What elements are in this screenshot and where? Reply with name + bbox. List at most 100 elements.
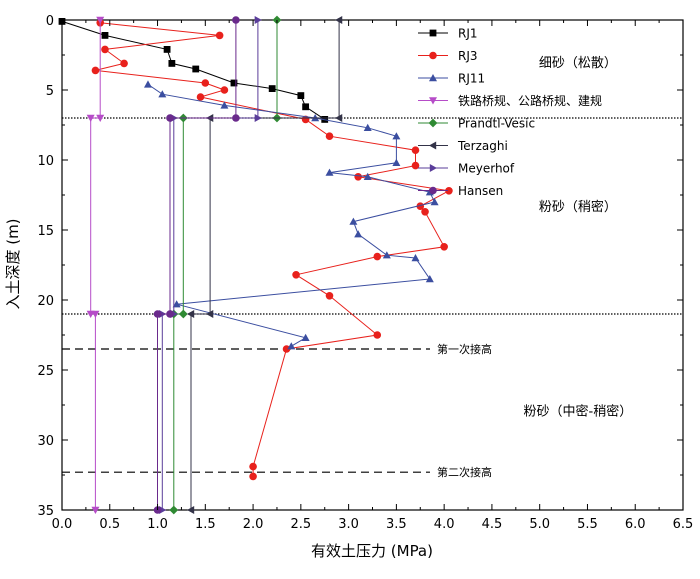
legend-swatch-marker [429,97,437,105]
data-point [186,506,195,514]
x-tick-label: 3.5 [386,517,407,532]
series-line [147,83,436,347]
legend-layer: RJ1 RJ3 RJ11 铁路桥规、公路桥规、建规 Prandtl-Vesic Terza… [418,27,602,198]
data-point [201,79,210,87]
data-point [254,114,262,122]
legend-label: Hansen [458,184,503,198]
x-tick-label: 4.5 [482,517,503,532]
data-point [220,101,229,109]
data-point [196,93,205,101]
legend-label: Meyerhof [458,162,515,176]
data-point [143,80,152,88]
data-point [301,333,310,341]
data-point [440,243,448,251]
data-point [91,310,100,318]
data-point [282,345,291,353]
x-tick-label: 3.0 [338,517,359,532]
data-point [158,90,167,98]
y-tick-label: 25 [37,364,54,379]
data-point [153,310,162,318]
series-line [157,20,237,510]
data-point [335,114,343,122]
data-point [159,506,167,514]
data-point [120,59,128,68]
data-point [232,114,240,122]
legend-label: 铁路桥规、公路桥规、建规 [458,93,602,108]
x-tick-label: 1.0 [147,517,168,532]
data-point [232,16,240,24]
data-point [166,114,174,122]
soil-annotation: 细砂（松散） [539,56,617,71]
x-tick-label: 0.5 [99,517,120,532]
data-point [163,46,171,53]
data-point [382,251,391,259]
data-point [445,187,453,195]
x-tick-label: 2.0 [243,517,264,532]
data-point [325,132,334,140]
series-line [61,20,325,120]
data-point [101,32,109,39]
data-point [186,310,195,318]
soil-annotation: 粉砂（稍密） [539,199,617,215]
y-tick-label: 0 [46,14,54,29]
x-tick-label: 5.5 [577,517,598,532]
legend-swatch-marker [429,141,437,150]
soil-annotation: 粉砂（中密-稍密） [524,404,633,420]
series-line [90,20,101,510]
data-point [392,132,401,140]
x-axis-title: 有效土压力 (MPa) [311,542,433,560]
legend-swatch-marker [429,29,437,37]
data-point [268,85,276,92]
series-3 [143,80,439,350]
x-tick-label: 5.0 [529,517,550,532]
x-tick-label: 1.5 [195,517,216,532]
data-point [172,300,181,308]
series-line [173,20,278,510]
data-point [373,252,382,261]
legend-swatch-marker [429,186,437,195]
y-tick-label: 10 [37,154,54,169]
data-point [178,309,188,319]
data-point [254,16,262,24]
x-tick-label: 6.5 [673,517,694,532]
data-point [349,217,358,225]
y-tick-label: 35 [37,504,54,519]
series-line [190,20,340,510]
data-point [91,506,100,514]
annotation-layer: 细砂（松散） 粉砂（稍密） 粉砂（中密-稍密） [524,56,633,420]
x-tick-label: 2.5 [291,517,312,532]
axis-layer: 0.0 0.5 1.0 1.5 2.0 2.5 3.0 3.5 4.0 4.5 5.0 5.5 6.0 6… [37,14,693,532]
data-point [430,198,439,206]
series-6 [186,16,343,514]
data-point [206,310,214,318]
y-tick-label: 30 [37,434,54,449]
data-point [230,79,238,87]
data-point [86,114,95,122]
data-point [287,342,296,350]
data-point [168,60,176,67]
data-point [363,172,372,180]
legend-label: RJ3 [458,49,478,63]
series-2 [91,19,453,481]
y-tick-label: 5 [46,84,54,99]
data-point [354,173,362,181]
data-point [425,275,434,283]
x-tick-label: 6.0 [625,517,646,532]
data-point [96,16,105,24]
data-point [411,254,420,262]
data-point [249,472,257,481]
data-point [220,86,229,94]
legend-swatch-marker [429,74,437,82]
data-point [215,31,224,40]
extension-label: 第二次接高 [437,465,492,479]
series-8 [153,16,240,514]
data-point [325,168,334,176]
data-point [292,271,300,279]
series-line [161,20,259,510]
data-point [325,292,334,300]
data-point [91,66,100,75]
legend-swatch-marker [428,118,438,128]
legend-label: Prandtl-Vesic [458,117,535,131]
